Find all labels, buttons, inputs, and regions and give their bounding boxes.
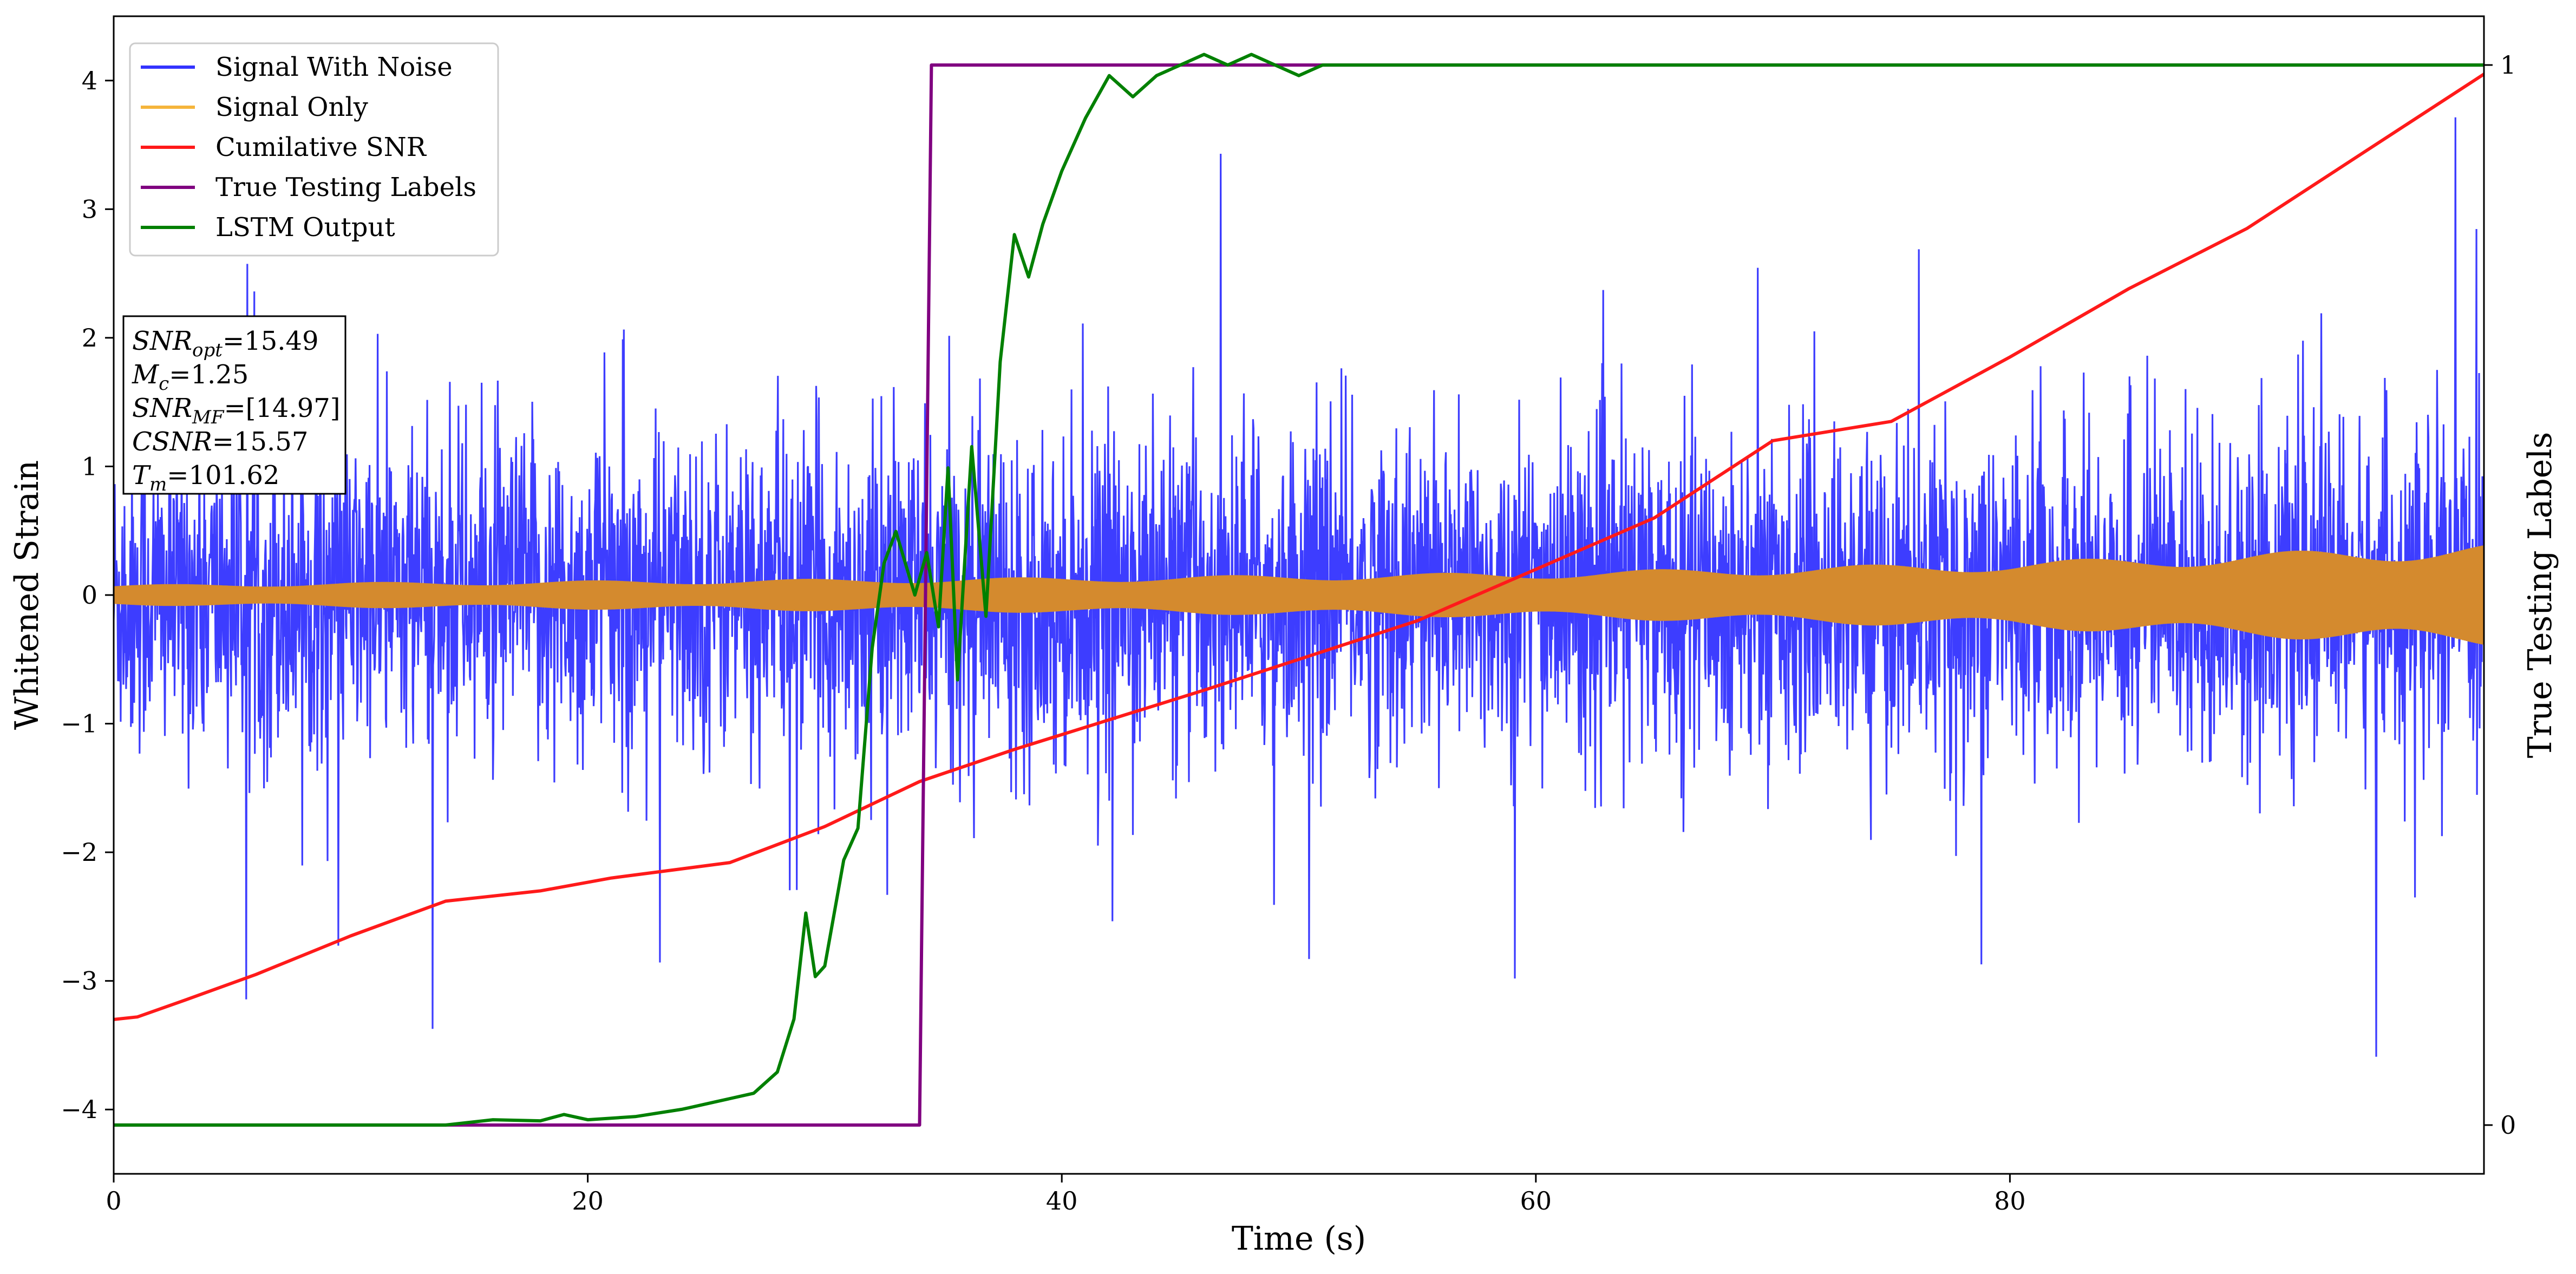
y-tick-label: 4 xyxy=(82,66,97,95)
info-box-line: Tm=101.62 xyxy=(132,460,279,495)
y-tick-label: −3 xyxy=(61,966,97,996)
signal-only-series xyxy=(114,545,2484,645)
info-box-line: SNRopt=15.49 xyxy=(132,326,319,361)
signal-with-noise-series xyxy=(114,117,2484,1057)
signal-with-noise-line xyxy=(114,117,2484,1057)
y2-axis-title: True Testing Labels xyxy=(2521,432,2559,759)
y-tick-label: 3 xyxy=(82,194,97,224)
y-tick-label: −4 xyxy=(61,1095,97,1124)
cumulative-snr-series xyxy=(114,73,2484,1021)
y-tick-label: 0 xyxy=(82,580,97,610)
lstm-output-line xyxy=(114,53,2484,1127)
y2-tick-label: 1 xyxy=(2500,50,2516,80)
y-axis-title: Whitened Strain xyxy=(8,460,46,730)
info-box-frame xyxy=(122,315,346,495)
info-box-line: SNRMF=[14.97] xyxy=(132,393,341,428)
y-tick-label: −1 xyxy=(61,709,97,739)
x-tick-label: 40 xyxy=(1046,1186,1078,1216)
y-tick-label: −2 xyxy=(61,838,97,867)
y-axis-ticks: −4 −3 −2 −1 0 1 2 3 4 xyxy=(61,66,114,1124)
signal-only-line xyxy=(114,545,2484,645)
y2-tick-label: 0 xyxy=(2500,1110,2516,1140)
x-tick-label: 0 xyxy=(106,1186,121,1216)
x-tick-label: 60 xyxy=(1520,1186,1552,1216)
y2-axis-ticks: 01 xyxy=(2484,50,2516,1140)
y-tick-label: 1 xyxy=(82,452,97,481)
legend-label: Cumilative SNR xyxy=(215,132,427,162)
legend-label: LSTM Output xyxy=(215,212,395,243)
x-tick-label: 20 xyxy=(572,1186,604,1216)
x-axis-title: Time (s) xyxy=(1232,1220,1366,1258)
legend: Signal With Noise Signal Only Cumilative S… xyxy=(129,42,499,257)
cumulative-snr-line xyxy=(114,73,2484,1021)
info-box-line: CSNR=15.57 xyxy=(132,427,308,457)
legend-label: True Testing Labels xyxy=(215,172,476,202)
info-box: SNRopt=15.49Mc=1.25SNRMF=[14.97]CSNR=15.… xyxy=(122,315,346,495)
legend-label: Signal Only xyxy=(215,92,368,122)
x-tick-label: 80 xyxy=(1994,1186,2026,1216)
x-axis-ticks: 0 20 40 60 80 xyxy=(106,1174,2026,1216)
legend-label: Signal With Noise xyxy=(215,52,453,82)
lstm-output-series xyxy=(114,53,2484,1127)
y-tick-label: 2 xyxy=(82,323,97,352)
info-box-line: Mc=1.25 xyxy=(132,360,249,395)
legend-box xyxy=(129,42,499,257)
